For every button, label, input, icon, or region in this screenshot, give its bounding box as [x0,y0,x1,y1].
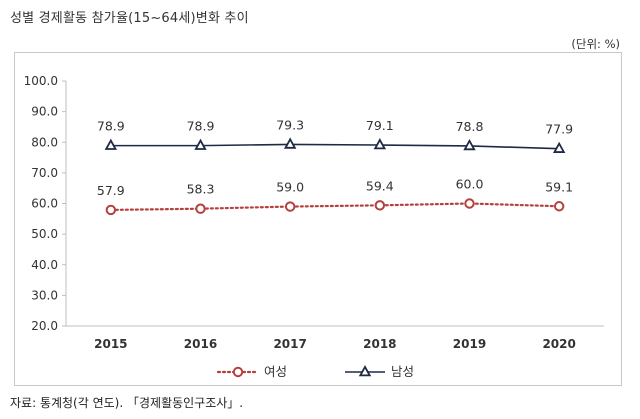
x-tick-label: 2015 [94,337,127,351]
series-line [109,202,561,212]
x-tick-label: 2019 [453,337,486,351]
y-tick-label: 70.0 [31,166,58,180]
y-tick-label: 30.0 [31,288,58,302]
data-label: 59.0 [276,180,304,195]
x-tick-labels: 2015 2016 2017 2018 2019 2020 [94,337,576,351]
chart-title: 성별 경제활동 참가율(15~64세)변화 추이 [10,11,249,26]
data-label: 78.9 [97,119,125,134]
y-tick-label: 60.0 [31,197,58,211]
legend-item: 남성 [345,364,414,379]
data-label: 59.1 [545,179,573,194]
data-point [464,198,475,209]
x-tick-label: 2020 [542,337,575,351]
data-point [194,138,207,150]
y-tick-label: 20.0 [31,319,58,333]
data-point [284,201,296,212]
legend: 여성 남성 [216,364,414,379]
data-label: 57.9 [97,183,125,198]
axes [65,81,604,327]
data-point [283,137,297,149]
x-tick-label: 2018 [363,337,396,351]
legend-marker [232,366,244,378]
y-tick-labels: 20.0 30.0 40.0 50.0 60.0 70.0 80.0 90.0 100.0 [24,74,66,333]
data-label: 79.1 [366,118,394,133]
legend-label: 여성 [264,364,287,379]
series-male: 78.9 78.9 79.3 79.1 78.8 77.9 [97,117,573,153]
y-tick-label: 50.0 [31,227,58,241]
series-line [110,143,560,150]
data-label: 78.9 [187,119,215,134]
y-tick-label: 90.0 [31,105,58,119]
y-tick-label: 40.0 [31,258,58,272]
data-point [552,141,566,153]
source-note: 자료: 통계청(각 연도). 「경제활동인구조사」. [10,396,244,410]
data-label: 58.3 [187,182,215,197]
series-female: 57.9 58.3 59.0 59.4 60.0 59.1 [97,177,573,216]
data-label: 78.8 [456,119,484,134]
legend-marker [358,365,372,377]
legend-label: 남성 [391,364,414,379]
data-point [104,138,118,150]
x-tick-label: 2017 [273,337,306,351]
data-point [195,203,206,214]
data-label: 79.3 [276,117,304,132]
data-point [553,201,565,212]
y-tick-label: 100.0 [24,74,58,88]
data-point [463,138,476,151]
legend-item: 여성 [216,364,287,379]
unit-note: (단위: %) [571,37,620,51]
series-group: 57.9 58.3 59.0 59.4 60.0 59.1 78.9 78.9 79.3 79.1… [97,117,573,216]
data-label: 77.9 [545,122,573,137]
data-point [105,204,117,216]
y-tick-label: 80.0 [31,135,58,149]
data-point [374,200,386,211]
x-tick-label: 2016 [184,337,217,351]
chart-frame [14,52,622,386]
data-label: 60.0 [456,177,484,192]
data-point [373,138,387,150]
data-label: 59.4 [366,178,394,193]
